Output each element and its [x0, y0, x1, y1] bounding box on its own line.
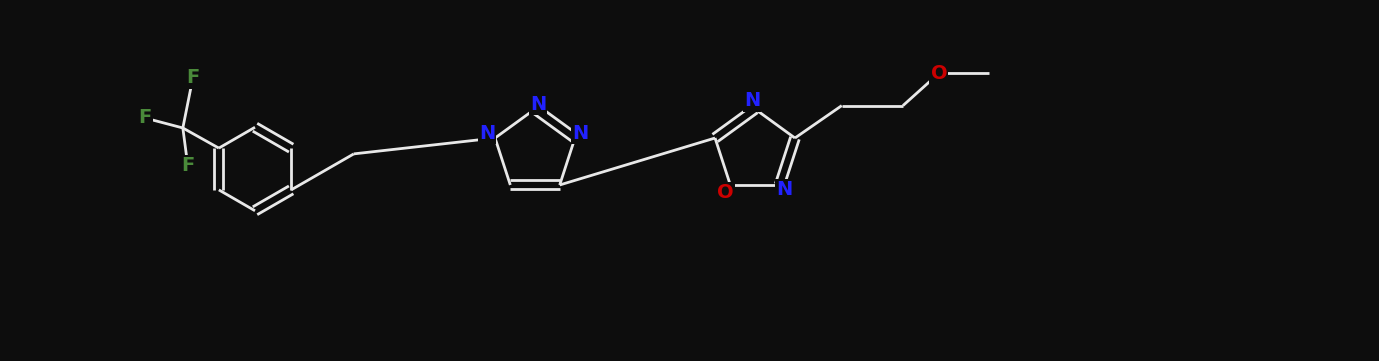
Text: N: N	[743, 91, 760, 110]
Text: N: N	[776, 180, 793, 200]
Text: O: O	[717, 183, 734, 203]
Text: N: N	[572, 123, 587, 143]
Text: F: F	[186, 69, 200, 87]
Text: O: O	[931, 64, 947, 83]
Text: F: F	[181, 156, 194, 175]
Text: N: N	[479, 123, 495, 143]
Text: F: F	[138, 108, 152, 127]
Text: N: N	[530, 95, 546, 113]
